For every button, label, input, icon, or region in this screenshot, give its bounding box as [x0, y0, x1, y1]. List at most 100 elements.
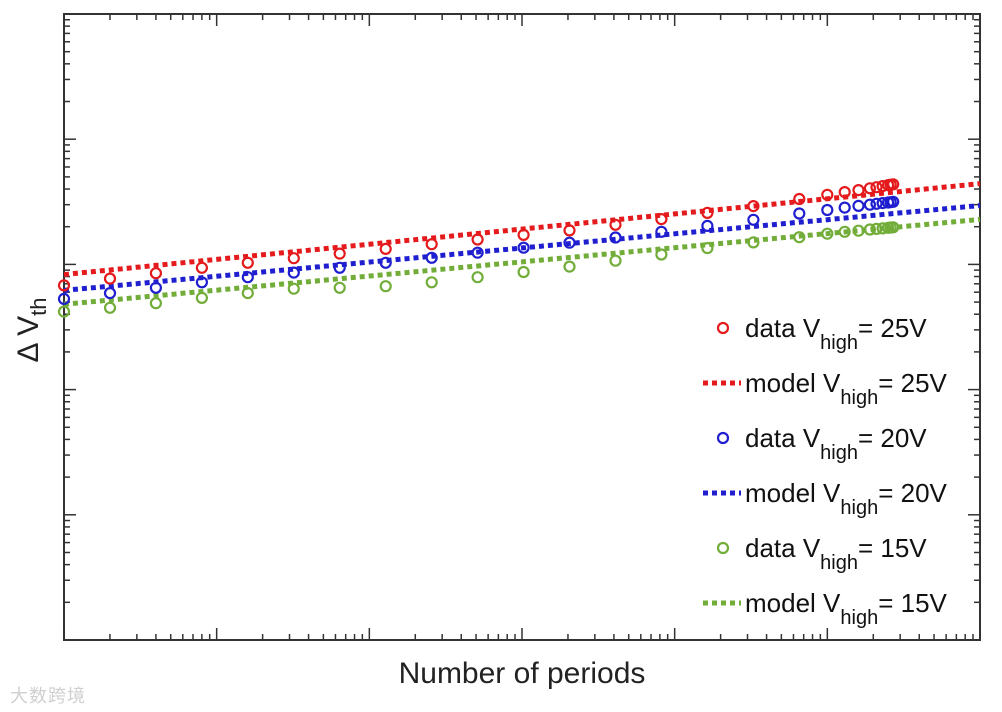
legend-label-post: = 25V — [878, 368, 947, 398]
data-vhigh-25v-point — [838, 186, 851, 199]
data-vhigh-15v-point — [870, 222, 883, 235]
series-layer — [57, 178, 981, 318]
svg-text:Δ Vth: Δ Vth — [12, 297, 51, 362]
x-axis-title: Number of periods — [399, 657, 646, 690]
data-vhigh-25v-point — [287, 252, 300, 265]
data-vhigh-15v-point — [793, 231, 806, 244]
legend-label-sub: high — [820, 552, 858, 574]
data-vhigh-20v-point — [195, 276, 208, 289]
data-vhigh-25v-point — [425, 238, 438, 251]
model-vhigh-15v-line — [63, 216, 981, 307]
legend-label-pre: data V — [745, 313, 821, 343]
data-vhigh-25v-point — [379, 242, 392, 255]
data-vhigh-20v-point — [870, 197, 883, 210]
data-vhigh-15v-point — [609, 254, 622, 267]
data-vhigh-20v-point — [149, 281, 162, 294]
data-vhigh-20v-point — [379, 256, 392, 269]
data-vhigh-25v-point — [195, 261, 208, 274]
data-vhigh-20v-point — [287, 266, 300, 279]
data-vhigh-15v-point — [471, 271, 484, 284]
data-vhigh-15v-point — [149, 297, 162, 310]
data-vhigh-15v-point — [333, 281, 346, 294]
legend-label-sub: high — [840, 497, 878, 519]
legend-label-sub: high — [840, 387, 878, 409]
data-vhigh-25v-point — [870, 181, 883, 194]
data-vhigh-20v-point — [517, 241, 530, 254]
data-vhigh-15v-point — [838, 225, 851, 238]
legend-label-model-vhigh-25v: model Vhigh= 25V — [745, 368, 948, 409]
data-vhigh-15v-point — [195, 291, 208, 304]
data-vhigh-15v-point — [563, 260, 576, 273]
legend-label-sub: high — [840, 607, 878, 629]
plot-area — [63, 13, 981, 641]
data-vhigh-15v-point — [425, 276, 438, 289]
data-vhigh-25v-point — [563, 224, 576, 237]
legend-label-pre: model V — [745, 368, 841, 398]
legend-label-post: = 25V — [858, 313, 927, 343]
data-vhigh-20v-point — [887, 195, 900, 208]
model-vhigh-20v-line — [63, 203, 981, 293]
legend-label-model-vhigh-20v: model Vhigh= 20V — [745, 478, 948, 519]
data-vhigh-15v-point — [103, 301, 117, 314]
watermark: 大数跨境 — [10, 686, 86, 707]
data-vhigh-15v-point — [701, 242, 714, 255]
legend-label-pre: data V — [745, 533, 821, 563]
data-vhigh-20v-point — [57, 292, 71, 305]
data-vhigh-20v-point — [793, 207, 806, 220]
data-vhigh-20v-point — [852, 199, 865, 212]
data-vhigh-25v-point — [609, 218, 622, 231]
data-vhigh-20v-point — [333, 261, 346, 274]
data-vhigh-20v-point — [701, 219, 714, 232]
data-vhigh-20v-point — [821, 203, 834, 217]
legend-marker-data-vhigh-20v — [716, 431, 730, 445]
legend-label-model-vhigh-15v: model Vhigh= 15V — [745, 588, 948, 629]
data-vhigh-25v-point — [793, 192, 806, 206]
data-vhigh-25v-point — [517, 228, 530, 241]
data-vhigh-20v-point — [563, 236, 576, 249]
data-vhigh-25v-point — [241, 256, 254, 269]
legend-label-data-vhigh-15v: data Vhigh= 15V — [745, 533, 927, 574]
legend-label-pre: model V — [745, 588, 841, 618]
legend-label-data-vhigh-25v: data Vhigh= 25V — [745, 313, 927, 354]
data-vhigh-15v-point — [747, 236, 760, 249]
data-vhigh-25v-point — [852, 184, 865, 197]
legend-label-pre: data V — [745, 423, 821, 453]
data-vhigh-25v-point — [701, 206, 714, 219]
legend-label-post: = 20V — [858, 423, 927, 453]
data-vhigh-15v-point — [852, 224, 865, 237]
data-vhigh-15v-point — [821, 227, 834, 240]
data-vhigh-25v-point — [747, 200, 760, 213]
data-vhigh-15v-point — [655, 248, 668, 261]
y-axis-title-main: Δ V — [12, 316, 45, 363]
legend-label-post: = 15V — [878, 588, 947, 618]
data-vhigh-25v-point — [149, 267, 162, 280]
data-vhigh-20v-point — [103, 287, 117, 300]
y-axis-title-sub: th — [26, 297, 51, 315]
legend-marker-data-vhigh-25v — [716, 321, 730, 335]
data-vhigh-15v-point — [241, 287, 254, 300]
data-vhigh-20v-point — [655, 225, 668, 238]
data-vhigh-15v-point — [863, 223, 877, 236]
data-vhigh-25v-point — [57, 279, 71, 292]
legend-label-data-vhigh-20v: data Vhigh= 20V — [745, 423, 927, 464]
legend-label-post: = 15V — [858, 533, 927, 563]
data-vhigh-15v-point — [287, 282, 300, 295]
data-vhigh-20v-point — [747, 213, 760, 226]
data-vhigh-15v-point — [887, 221, 900, 234]
data-vhigh-20v-point — [471, 246, 484, 259]
data-vhigh-20v-point — [425, 251, 438, 264]
axis-ticks — [63, 14, 980, 641]
legend-label-sub: high — [820, 332, 858, 354]
legend-label-pre: model V — [745, 478, 841, 508]
data-vhigh-15v-point — [517, 265, 530, 279]
legend-label-sub: high — [820, 442, 858, 464]
y-axis-title: Δ Vth — [12, 297, 51, 362]
data-vhigh-15v-point — [379, 280, 392, 293]
data-vhigh-25v-point — [471, 233, 484, 246]
data-vhigh-25v-point — [333, 247, 346, 260]
data-vhigh-25v-point — [821, 188, 834, 201]
data-vhigh-25v-point — [863, 182, 877, 195]
data-vhigh-25v-point — [103, 272, 117, 285]
data-vhigh-20v-point — [838, 201, 851, 214]
